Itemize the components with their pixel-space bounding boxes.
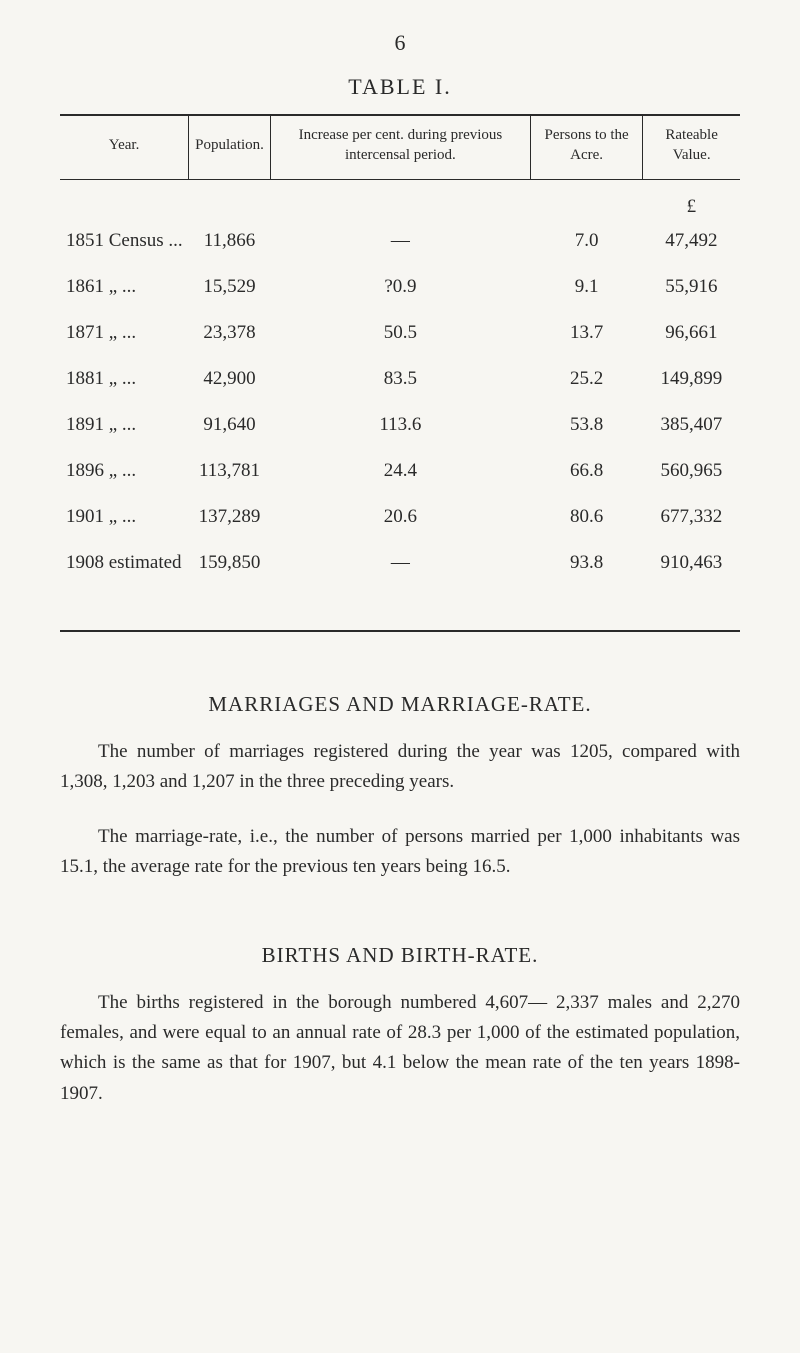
cell-rateable: 149,899 <box>643 356 740 402</box>
cell-increase: — <box>270 540 530 586</box>
currency-symbol: £ <box>643 180 740 219</box>
table-row: 1851 Census ... 11,866 — 7.0 47,492 <box>60 218 740 264</box>
table-row: 1891 „ ... 91,640 113.6 53.8 385,407 <box>60 402 740 448</box>
cell-population: 159,850 <box>189 540 271 586</box>
cell-rateable: 55,916 <box>643 264 740 310</box>
th-increase: Increase per cent. during previous inter… <box>270 115 530 180</box>
page-container: 6 TABLE I. Year. Population. Increase pe… <box>0 0 800 1353</box>
table-row: 1881 „ ... 42,900 83.5 25.2 149,899 <box>60 356 740 402</box>
cell-population: 91,640 <box>189 402 271 448</box>
cell-year: 1871 „ ... <box>60 310 189 356</box>
section-title-births: BIRTHS AND BIRTH-RATE. <box>60 943 740 968</box>
cell-persons: 7.0 <box>530 218 642 264</box>
cell-population: 11,866 <box>189 218 271 264</box>
cell-population: 15,529 <box>189 264 271 310</box>
cell-population: 137,289 <box>189 494 271 540</box>
cell-rateable: 677,332 <box>643 494 740 540</box>
currency-row: £ <box>60 180 740 219</box>
cell-year: 1861 „ ... <box>60 264 189 310</box>
paragraph: The number of marriages registered durin… <box>60 737 740 798</box>
table-bottom-rule <box>60 586 740 631</box>
th-population: Population. <box>189 115 271 180</box>
cell-persons: 66.8 <box>530 448 642 494</box>
th-rateable: Rateable Value. <box>643 115 740 180</box>
table-row: 1908 estimated 159,850 — 93.8 910,463 <box>60 540 740 586</box>
cell-rateable: 47,492 <box>643 218 740 264</box>
cell-year: 1896 „ ... <box>60 448 189 494</box>
cell-rateable: 96,661 <box>643 310 740 356</box>
cell-increase: ?0.9 <box>270 264 530 310</box>
cell-year: 1901 „ ... <box>60 494 189 540</box>
census-table: Year. Population. Increase per cent. dur… <box>60 114 740 632</box>
cell-year: 1891 „ ... <box>60 402 189 448</box>
cell-increase: 20.6 <box>270 494 530 540</box>
cell-persons: 13.7 <box>530 310 642 356</box>
cell-increase: 83.5 <box>270 356 530 402</box>
section-title-marriages: MARRIAGES AND MARRIAGE-RATE. <box>60 692 740 717</box>
cell-persons: 25.2 <box>530 356 642 402</box>
table-row: 1901 „ ... 137,289 20.6 80.6 677,332 <box>60 494 740 540</box>
cell-rateable: 910,463 <box>643 540 740 586</box>
table-row: 1871 „ ... 23,378 50.5 13.7 96,661 <box>60 310 740 356</box>
paragraph: The marriage-rate, i.e., the number of p… <box>60 822 740 883</box>
cell-increase: 24.4 <box>270 448 530 494</box>
table-row: 1861 „ ... 15,529 ?0.9 9.1 55,916 <box>60 264 740 310</box>
cell-persons: 93.8 <box>530 540 642 586</box>
cell-year: 1908 estimated <box>60 540 189 586</box>
cell-increase: 113.6 <box>270 402 530 448</box>
page-number: 6 <box>60 30 740 56</box>
cell-persons: 80.6 <box>530 494 642 540</box>
cell-population: 42,900 <box>189 356 271 402</box>
cell-rateable: 385,407 <box>643 402 740 448</box>
cell-population: 113,781 <box>189 448 271 494</box>
cell-increase: — <box>270 218 530 264</box>
table-row: 1896 „ ... 113,781 24.4 66.8 560,965 <box>60 448 740 494</box>
th-persons: Persons to the Acre. <box>530 115 642 180</box>
cell-year: 1851 Census ... <box>60 218 189 264</box>
paragraph: The births registered in the borough num… <box>60 988 740 1110</box>
cell-population: 23,378 <box>189 310 271 356</box>
cell-year: 1881 „ ... <box>60 356 189 402</box>
table-header-row: Year. Population. Increase per cent. dur… <box>60 115 740 180</box>
th-year: Year. <box>60 115 189 180</box>
cell-persons: 53.8 <box>530 402 642 448</box>
cell-rateable: 560,965 <box>643 448 740 494</box>
table-title: TABLE I. <box>60 74 740 100</box>
cell-persons: 9.1 <box>530 264 642 310</box>
cell-increase: 50.5 <box>270 310 530 356</box>
